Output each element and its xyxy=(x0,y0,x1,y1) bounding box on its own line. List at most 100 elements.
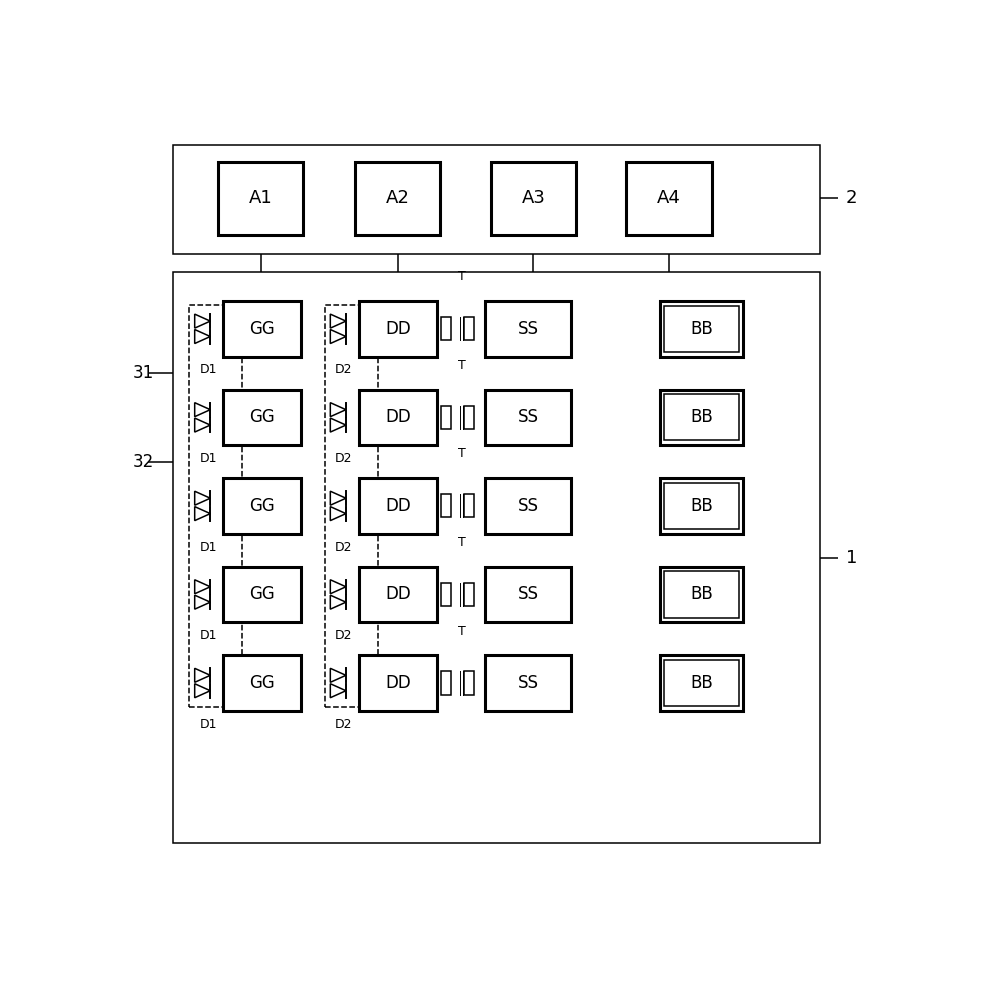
Text: 32: 32 xyxy=(133,453,154,471)
Text: D2: D2 xyxy=(335,629,353,642)
Bar xyxy=(664,483,739,529)
Polygon shape xyxy=(330,403,346,416)
Bar xyxy=(660,390,743,445)
Text: BB: BB xyxy=(690,320,713,338)
Polygon shape xyxy=(330,507,346,520)
Polygon shape xyxy=(330,595,346,609)
Text: T: T xyxy=(458,625,466,637)
Text: DD: DD xyxy=(385,674,411,692)
Bar xyxy=(218,162,303,235)
Polygon shape xyxy=(330,418,346,432)
Bar xyxy=(359,390,437,445)
Polygon shape xyxy=(195,403,210,416)
Polygon shape xyxy=(330,491,346,505)
Bar xyxy=(660,301,743,356)
Bar xyxy=(660,655,743,711)
Bar xyxy=(485,655,571,711)
Bar xyxy=(491,162,576,235)
Polygon shape xyxy=(330,330,346,344)
Text: D2: D2 xyxy=(335,540,353,554)
Text: D2: D2 xyxy=(335,718,353,731)
Text: A4: A4 xyxy=(657,190,681,207)
Text: SS: SS xyxy=(518,497,538,515)
Bar xyxy=(660,478,743,533)
Polygon shape xyxy=(195,683,210,698)
Text: BB: BB xyxy=(690,497,713,515)
Bar xyxy=(223,301,301,356)
Bar xyxy=(464,317,474,341)
Text: BB: BB xyxy=(690,409,713,426)
Text: GG: GG xyxy=(249,674,275,692)
Text: GG: GG xyxy=(249,320,275,338)
Bar xyxy=(189,305,242,707)
Text: DD: DD xyxy=(385,320,411,338)
Bar xyxy=(485,390,571,445)
Bar xyxy=(223,478,301,533)
Bar xyxy=(223,655,301,711)
Polygon shape xyxy=(330,314,346,328)
Text: A3: A3 xyxy=(521,190,545,207)
Text: BB: BB xyxy=(690,585,713,604)
Text: T: T xyxy=(458,536,466,549)
Text: D2: D2 xyxy=(335,452,353,465)
Bar xyxy=(485,478,571,533)
Text: SS: SS xyxy=(518,320,538,338)
Bar xyxy=(664,660,739,706)
Polygon shape xyxy=(195,491,210,505)
Text: DD: DD xyxy=(385,409,411,426)
Text: GG: GG xyxy=(249,585,275,604)
Bar xyxy=(464,583,474,606)
Bar xyxy=(359,655,437,711)
Text: T: T xyxy=(458,359,466,372)
Bar xyxy=(325,305,378,707)
Bar xyxy=(485,301,571,356)
Bar xyxy=(223,567,301,623)
Bar xyxy=(441,494,451,518)
Bar xyxy=(223,390,301,445)
Bar xyxy=(660,567,743,623)
Bar xyxy=(441,583,451,606)
Text: D1: D1 xyxy=(199,629,217,642)
Text: SS: SS xyxy=(518,409,538,426)
Bar xyxy=(664,572,739,618)
Text: SS: SS xyxy=(518,674,538,692)
Polygon shape xyxy=(195,669,210,682)
Polygon shape xyxy=(195,330,210,344)
Bar xyxy=(441,317,451,341)
Text: 1: 1 xyxy=(846,549,857,567)
Bar xyxy=(464,494,474,518)
Bar xyxy=(441,406,451,429)
Polygon shape xyxy=(195,595,210,609)
Text: GG: GG xyxy=(249,497,275,515)
Polygon shape xyxy=(330,683,346,698)
Bar xyxy=(359,301,437,356)
Text: 31: 31 xyxy=(133,364,154,382)
Bar xyxy=(464,672,474,694)
Text: T: T xyxy=(458,270,466,284)
Text: D1: D1 xyxy=(199,718,217,731)
Polygon shape xyxy=(195,418,210,432)
Bar xyxy=(173,272,820,844)
Polygon shape xyxy=(195,579,210,594)
Polygon shape xyxy=(195,507,210,520)
Text: D1: D1 xyxy=(199,452,217,465)
Text: BB: BB xyxy=(690,674,713,692)
Text: 2: 2 xyxy=(846,189,857,207)
Text: D2: D2 xyxy=(335,363,353,376)
Bar xyxy=(464,406,474,429)
Bar xyxy=(664,305,739,352)
Bar xyxy=(359,478,437,533)
Text: DD: DD xyxy=(385,585,411,604)
Bar xyxy=(626,162,712,235)
Bar xyxy=(441,672,451,694)
Text: SS: SS xyxy=(518,585,538,604)
Bar xyxy=(173,144,820,254)
Text: T: T xyxy=(458,448,466,461)
Text: D1: D1 xyxy=(199,540,217,554)
Text: D1: D1 xyxy=(199,363,217,376)
Bar xyxy=(359,567,437,623)
Polygon shape xyxy=(330,669,346,682)
Bar xyxy=(355,162,440,235)
Bar xyxy=(664,394,739,441)
Text: DD: DD xyxy=(385,497,411,515)
